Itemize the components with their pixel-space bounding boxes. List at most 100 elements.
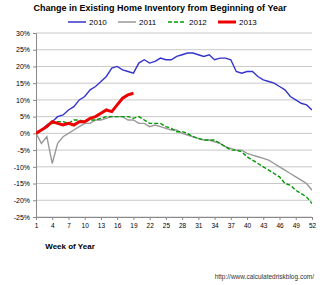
grid-line — [36, 83, 312, 84]
y-tick: 10% — [16, 97, 36, 104]
x-tick-label: 7 — [67, 222, 71, 229]
legend-swatch — [218, 21, 236, 24]
x-tick-label: 52 — [309, 222, 317, 229]
y-axis-line — [33, 34, 37, 218]
y-tick-mark — [33, 184, 36, 185]
y-tick-label: 10% — [16, 97, 30, 104]
series-line — [36, 117, 312, 204]
y-tick-label: 20% — [16, 63, 30, 70]
x-axis-title: Week of Year — [45, 242, 95, 251]
legend-swatch — [168, 21, 186, 23]
grid-line — [36, 150, 312, 151]
lines — [36, 53, 312, 204]
x-tick-label: 40 — [244, 222, 252, 229]
y-tick-label: 5% — [20, 113, 30, 120]
x-tick-label: 10 — [82, 222, 90, 229]
x-tick-mark — [280, 217, 281, 220]
x-tick: 49 — [293, 217, 301, 229]
x-tick: 37 — [228, 217, 236, 229]
y-tick-mark — [33, 50, 36, 51]
legend-swatch — [68, 21, 86, 23]
x-tick: 52 — [309, 217, 317, 229]
grid-line — [36, 116, 312, 117]
y-tick: -25% — [14, 214, 36, 221]
x-tick-label: 13 — [98, 222, 106, 229]
x-tick: 1 — [35, 217, 39, 229]
x-tick-mark — [101, 217, 102, 220]
legend-swatch — [118, 21, 136, 23]
y-tick-label: -10% — [14, 164, 30, 171]
y-tick-mark — [33, 133, 36, 134]
x-tick-mark — [182, 217, 183, 220]
x-tick: 16 — [114, 217, 122, 229]
x-tick-label: 22 — [147, 222, 155, 229]
x-tick-label: 31 — [195, 222, 203, 229]
y-tick-mark — [33, 200, 36, 201]
grid-line — [36, 133, 312, 134]
x-tick-mark — [263, 217, 264, 220]
x-tick-mark — [68, 217, 69, 220]
x-tick-mark — [215, 217, 216, 220]
series-line — [36, 93, 133, 133]
grid — [36, 33, 312, 217]
y-tick-mark — [33, 33, 36, 34]
x-tick-label: 37 — [228, 222, 236, 229]
x-tick: 13 — [98, 217, 106, 229]
x-tick-mark — [85, 217, 86, 220]
y-tick-label: 0% — [20, 130, 30, 137]
x-tick-label: 25 — [163, 222, 171, 229]
source: http://www.calculatedriskblog.com/ — [215, 273, 315, 281]
x-tick-label: 46 — [276, 222, 284, 229]
title: Change in Existing Home Inventory from B… — [34, 3, 287, 13]
y-axis: -25%-20%-15%-10%-5%0%5%10%15%20%25%30% — [14, 30, 37, 221]
y-tick-label: -20% — [14, 197, 30, 204]
x-tick: 19 — [130, 217, 138, 229]
y-tick-mark — [33, 117, 36, 118]
grid-line — [36, 49, 312, 50]
x-tick-label: 28 — [179, 222, 187, 229]
y-tick-mark — [33, 66, 36, 67]
x-tick: 10 — [82, 217, 90, 229]
x-tick: 43 — [260, 217, 268, 229]
legend: 2010 2011 2012 2013 — [68, 18, 257, 27]
y-tick-label: -15% — [14, 180, 30, 187]
x-tick-mark — [166, 217, 167, 220]
x-tick: 25 — [163, 217, 171, 229]
y-tick-mark — [33, 83, 36, 84]
y-tick-mark — [33, 150, 36, 151]
x-tick-label: 49 — [293, 222, 301, 229]
y-tick-mark — [33, 217, 36, 218]
x-tick: 34 — [211, 217, 219, 229]
legend-label: 2011 — [139, 18, 157, 27]
x-tick-label: 1 — [35, 222, 39, 229]
legend-label: 2012 — [189, 18, 207, 27]
y-tick: 20% — [16, 63, 36, 70]
y-tick-mark — [33, 100, 36, 101]
grid-line — [36, 66, 312, 67]
grid-line — [36, 33, 312, 34]
x-tick-mark — [198, 217, 199, 220]
x-tick-mark — [133, 217, 134, 220]
x-tick-mark — [150, 217, 151, 220]
legend-label: 2013 — [239, 18, 257, 27]
x-tick-mark — [231, 217, 232, 220]
x-tick: 4 — [51, 217, 55, 229]
series-line — [36, 117, 312, 191]
x-tick-mark — [247, 217, 248, 220]
y-tick: 30% — [16, 30, 36, 37]
legend-label: 2010 — [89, 18, 107, 27]
grid-line — [36, 99, 312, 100]
x-tick-label: 34 — [211, 222, 219, 229]
x-tick: 31 — [195, 217, 203, 229]
y-tick-label: -25% — [14, 214, 30, 221]
x-tick-label: 43 — [260, 222, 268, 229]
x-tick-label: 4 — [51, 222, 55, 229]
x-tick: 40 — [244, 217, 252, 229]
x-tick-label: 19 — [130, 222, 138, 229]
chart: Change in Existing Home Inventory from B… — [0, 0, 320, 285]
x-tick-mark — [117, 217, 118, 220]
x-tick: 22 — [147, 217, 155, 229]
y-tick-label: 25% — [16, 46, 30, 53]
y-tick-label: -5% — [18, 147, 30, 154]
x-tick-mark — [52, 217, 53, 220]
